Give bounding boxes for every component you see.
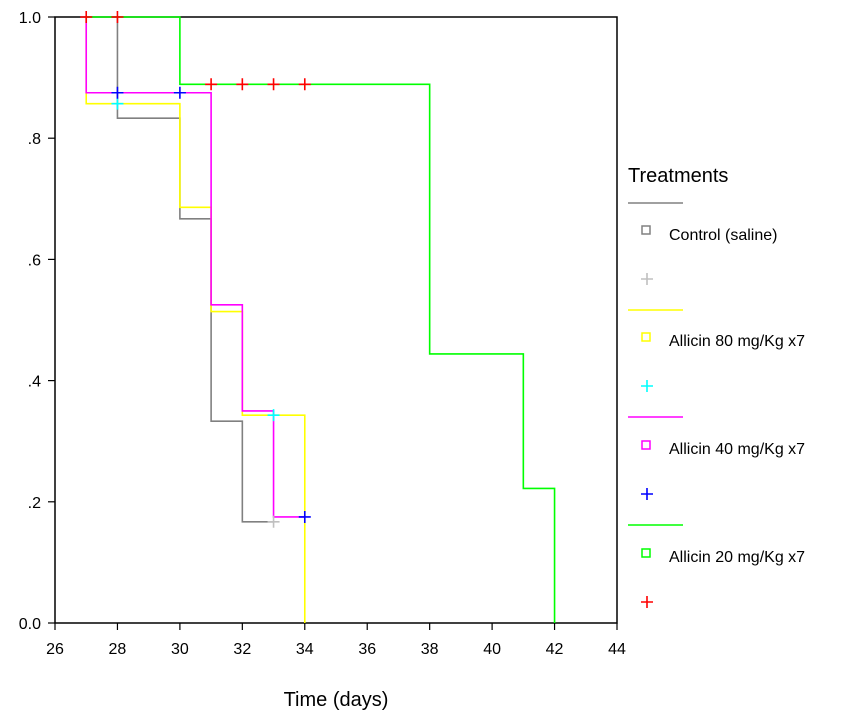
legend-swatch [641,225,651,235]
series-layer [85,16,556,623]
censor-marker [173,86,186,99]
series-line-control-saline [86,16,274,523]
censor-marker [111,11,124,23]
y-tick-label: .6 [28,252,41,269]
series-line-allicin-80-mg-kg-x7 [85,17,306,623]
legend-censor-marker [641,380,653,392]
y-tick-label: .8 [28,131,41,148]
x-tick-label: 44 [608,641,626,658]
x-axis-title: Time (days) [284,689,389,711]
legend-label: Control (saline) [669,227,777,244]
legend-swatch [641,440,651,450]
censor-marker [111,97,124,110]
legend-title: Treatments [628,165,728,187]
censor-marker [267,515,280,528]
x-tick-label: 28 [109,641,127,658]
legend-label: Allicin 20 mg/Kg x7 [669,549,805,566]
x-tick-label: 42 [546,641,564,658]
legend-censor-marker [641,273,653,285]
x-tick-label: 32 [233,641,251,658]
legend-censor-marker [641,596,653,608]
censor-marker [205,78,218,91]
legend-label: Allicin 80 mg/Kg x7 [669,333,805,350]
x-tick-label: 38 [421,641,439,658]
censor-marker [111,86,124,99]
x-tick-label: 34 [296,641,314,658]
y-tick-label: 1.0 [19,10,41,27]
y-axis: 0.0 .2 .4 .6 .8 1.0 [19,10,55,633]
censor-marker [267,409,280,422]
legend: Treatments Control (saline) Allicin 80 mg… [628,165,805,608]
y-tick-label: 0.0 [19,616,41,633]
censor-marker [298,510,311,523]
x-axis: 26 28 30 32 34 36 38 40 42 44 [46,623,626,658]
censor-marker [236,78,249,91]
censor-layer [80,11,311,528]
legend-censor-marker [641,488,653,500]
series-line-allicin-20-mg-kg-x7 [86,16,556,623]
y-tick-label: .2 [28,495,41,512]
censor-marker [267,78,280,91]
legend-swatch [641,332,651,342]
series-line-allicin-40-mg-kg-x7 [85,17,305,518]
censor-marker [298,78,311,91]
legend-label: Allicin 40 mg/Kg x7 [669,441,805,458]
legend-swatch [641,548,651,558]
x-tick-label: 30 [171,641,189,658]
x-tick-label: 40 [483,641,501,658]
x-tick-label: 36 [358,641,376,658]
plot-frame [54,16,618,624]
censor-marker [80,11,93,23]
y-tick-label: .4 [28,374,41,391]
x-tick-label: 26 [46,641,64,658]
